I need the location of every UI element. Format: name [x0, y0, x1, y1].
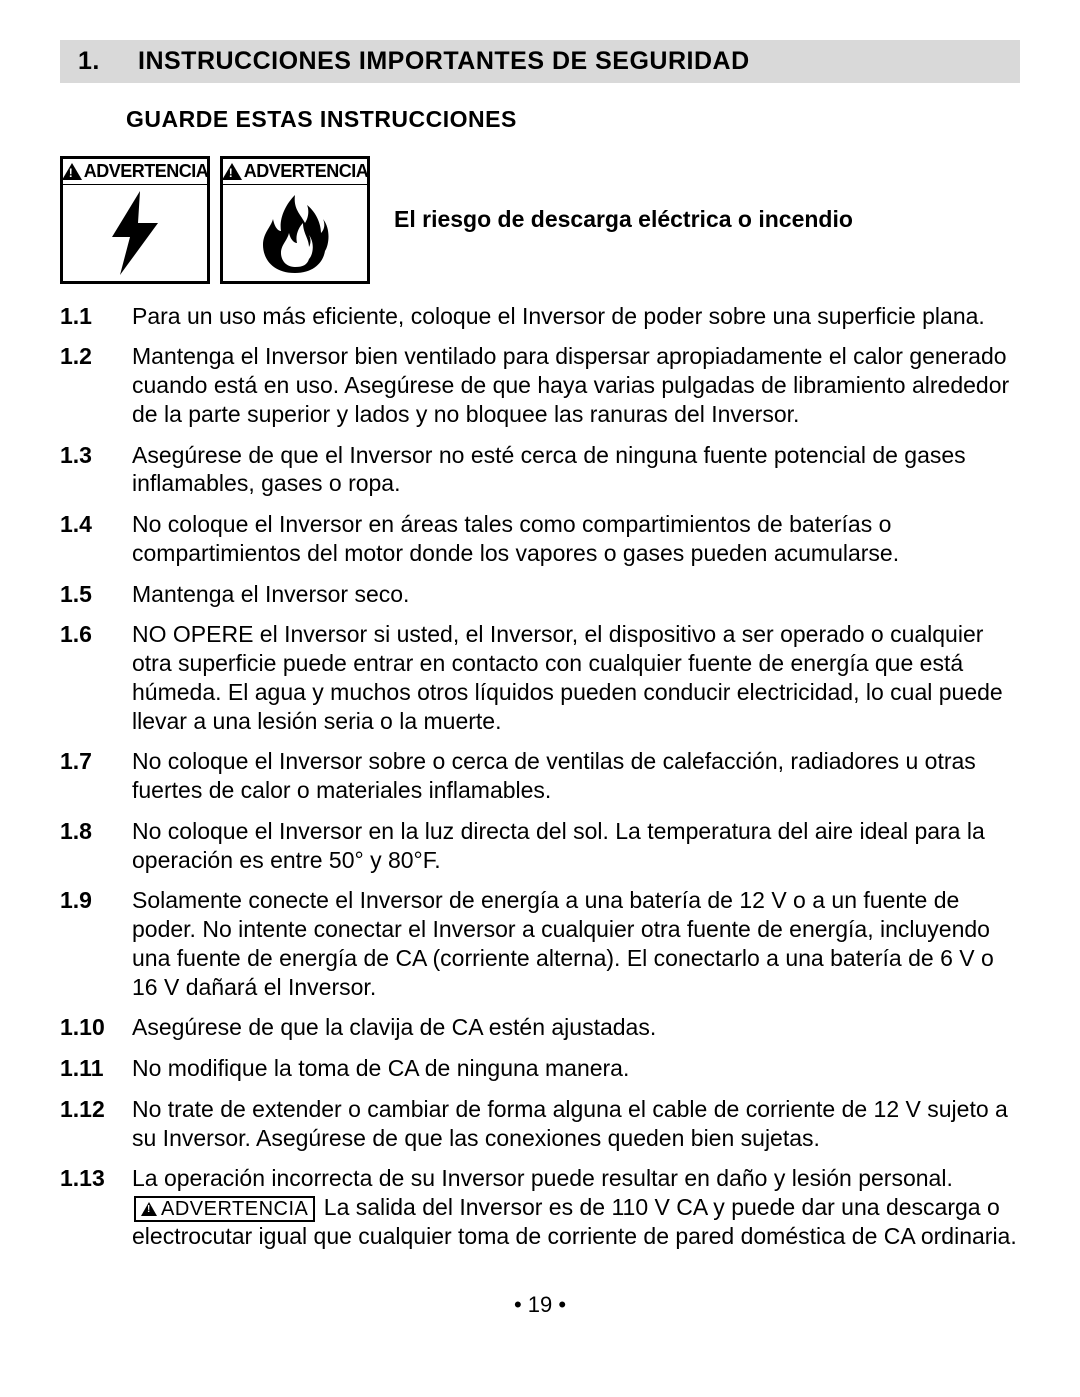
item-number: 1.13: [60, 1164, 132, 1250]
warning-box-fire: ADVERTENCIA: [220, 156, 370, 284]
item-number: 1.8: [60, 817, 132, 875]
inline-warning-badge: ADVERTENCIA: [134, 1196, 315, 1222]
instruction-item: 1.11No modifique la toma de CA de ningun…: [60, 1054, 1020, 1083]
instruction-item: 1.2Mantenga el Inversor bien ventilado p…: [60, 342, 1020, 428]
item-number: 1.7: [60, 747, 132, 805]
instruction-item: 1.1Para un uso más eficiente, coloque el…: [60, 302, 1020, 331]
item-number: 1.10: [60, 1013, 132, 1042]
inline-warning-text: ADVERTENCIA: [161, 1198, 308, 1220]
instruction-item: 1.6NO OPERE el Inversor si usted, el Inv…: [60, 620, 1020, 735]
section-number: 1.: [78, 46, 138, 77]
instruction-list: 1.1Para un uso más eficiente, coloque el…: [60, 302, 1020, 1153]
shock-icon: [63, 185, 207, 281]
item-text: No trate de extender o cambiar de forma …: [132, 1095, 1020, 1153]
item-number: 1.6: [60, 620, 132, 735]
instruction-item: 1.8No coloque el Inversor en la luz dire…: [60, 817, 1020, 875]
item-text: Solamente conecte el Inversor de energía…: [132, 886, 1020, 1001]
item-text: NO OPERE el Inversor si usted, el Invers…: [132, 620, 1020, 735]
item-text: Asegúrese de que la clavija de CA estén …: [132, 1013, 1020, 1042]
instruction-item: 1.9Solamente conecte el Inversor de ener…: [60, 886, 1020, 1001]
item-text: Asegúrese de que el Inversor no esté cer…: [132, 441, 1020, 499]
warning-label-text: ADVERTENCIA: [84, 160, 209, 183]
warning-box-shock: ADVERTENCIA: [60, 156, 210, 284]
warning-label: ADVERTENCIA: [223, 159, 367, 185]
risk-text: El riesgo de descarga eléctrica o incend…: [394, 205, 853, 234]
warning-label-text: ADVERTENCIA: [244, 160, 369, 183]
section-header: 1. INSTRUCCIONES IMPORTANTES DE SEGURIDA…: [60, 40, 1020, 83]
instruction-item: 1.7No coloque el Inversor sobre o cerca …: [60, 747, 1020, 805]
item-text: Para un uso más eficiente, coloque el In…: [132, 302, 1020, 331]
item-text: La operación incorrecta de su Inversor p…: [132, 1164, 1020, 1250]
item-text-before: La operación incorrecta de su Inversor p…: [132, 1165, 953, 1191]
alert-triangle-icon: [141, 1202, 157, 1216]
item-number: 1.5: [60, 580, 132, 609]
subheading: GUARDE ESTAS INSTRUCCIONES: [126, 105, 1020, 134]
item-text: No coloque el Inversor sobre o cerca de …: [132, 747, 1020, 805]
item-number: 1.11: [60, 1054, 132, 1083]
item-text: No modifique la toma de CA de ninguna ma…: [132, 1054, 1020, 1083]
instruction-item: 1.5Mantenga el Inversor seco.: [60, 580, 1020, 609]
section-title: INSTRUCCIONES IMPORTANTES DE SEGURIDAD: [138, 46, 750, 77]
item-number: 1.4: [60, 510, 132, 568]
instruction-item: 1.13 La operación incorrecta de su Inver…: [60, 1164, 1020, 1250]
instruction-item: 1.12No trate de extender o cambiar de fo…: [60, 1095, 1020, 1153]
item-number: 1.1: [60, 302, 132, 331]
instruction-item: 1.3Asegúrese de que el Inversor no esté …: [60, 441, 1020, 499]
item-number: 1.3: [60, 441, 132, 499]
warning-label: ADVERTENCIA: [63, 159, 207, 185]
instruction-item: 1.10Asegúrese de que la clavija de CA es…: [60, 1013, 1020, 1042]
item-text: Mantenga el Inversor seco.: [132, 580, 1020, 609]
item-text: Mantenga el Inversor bien ventilado para…: [132, 342, 1020, 428]
item-number: 1.12: [60, 1095, 132, 1153]
instruction-item: 1.4No coloque el Inversor en áreas tales…: [60, 510, 1020, 568]
item-text: No coloque el Inversor en la luz directa…: [132, 817, 1020, 875]
item-number: 1.2: [60, 342, 132, 428]
item-text: No coloque el Inversor en áreas tales co…: [132, 510, 1020, 568]
page-number: • 19 •: [60, 1291, 1020, 1319]
warning-panel-row: ADVERTENCIA ADVERTENCIA El riesgo de des…: [60, 156, 1020, 284]
fire-icon: [223, 185, 367, 281]
item-number: 1.9: [60, 886, 132, 1001]
alert-triangle-icon: [222, 163, 242, 180]
alert-triangle-icon: [62, 163, 82, 180]
